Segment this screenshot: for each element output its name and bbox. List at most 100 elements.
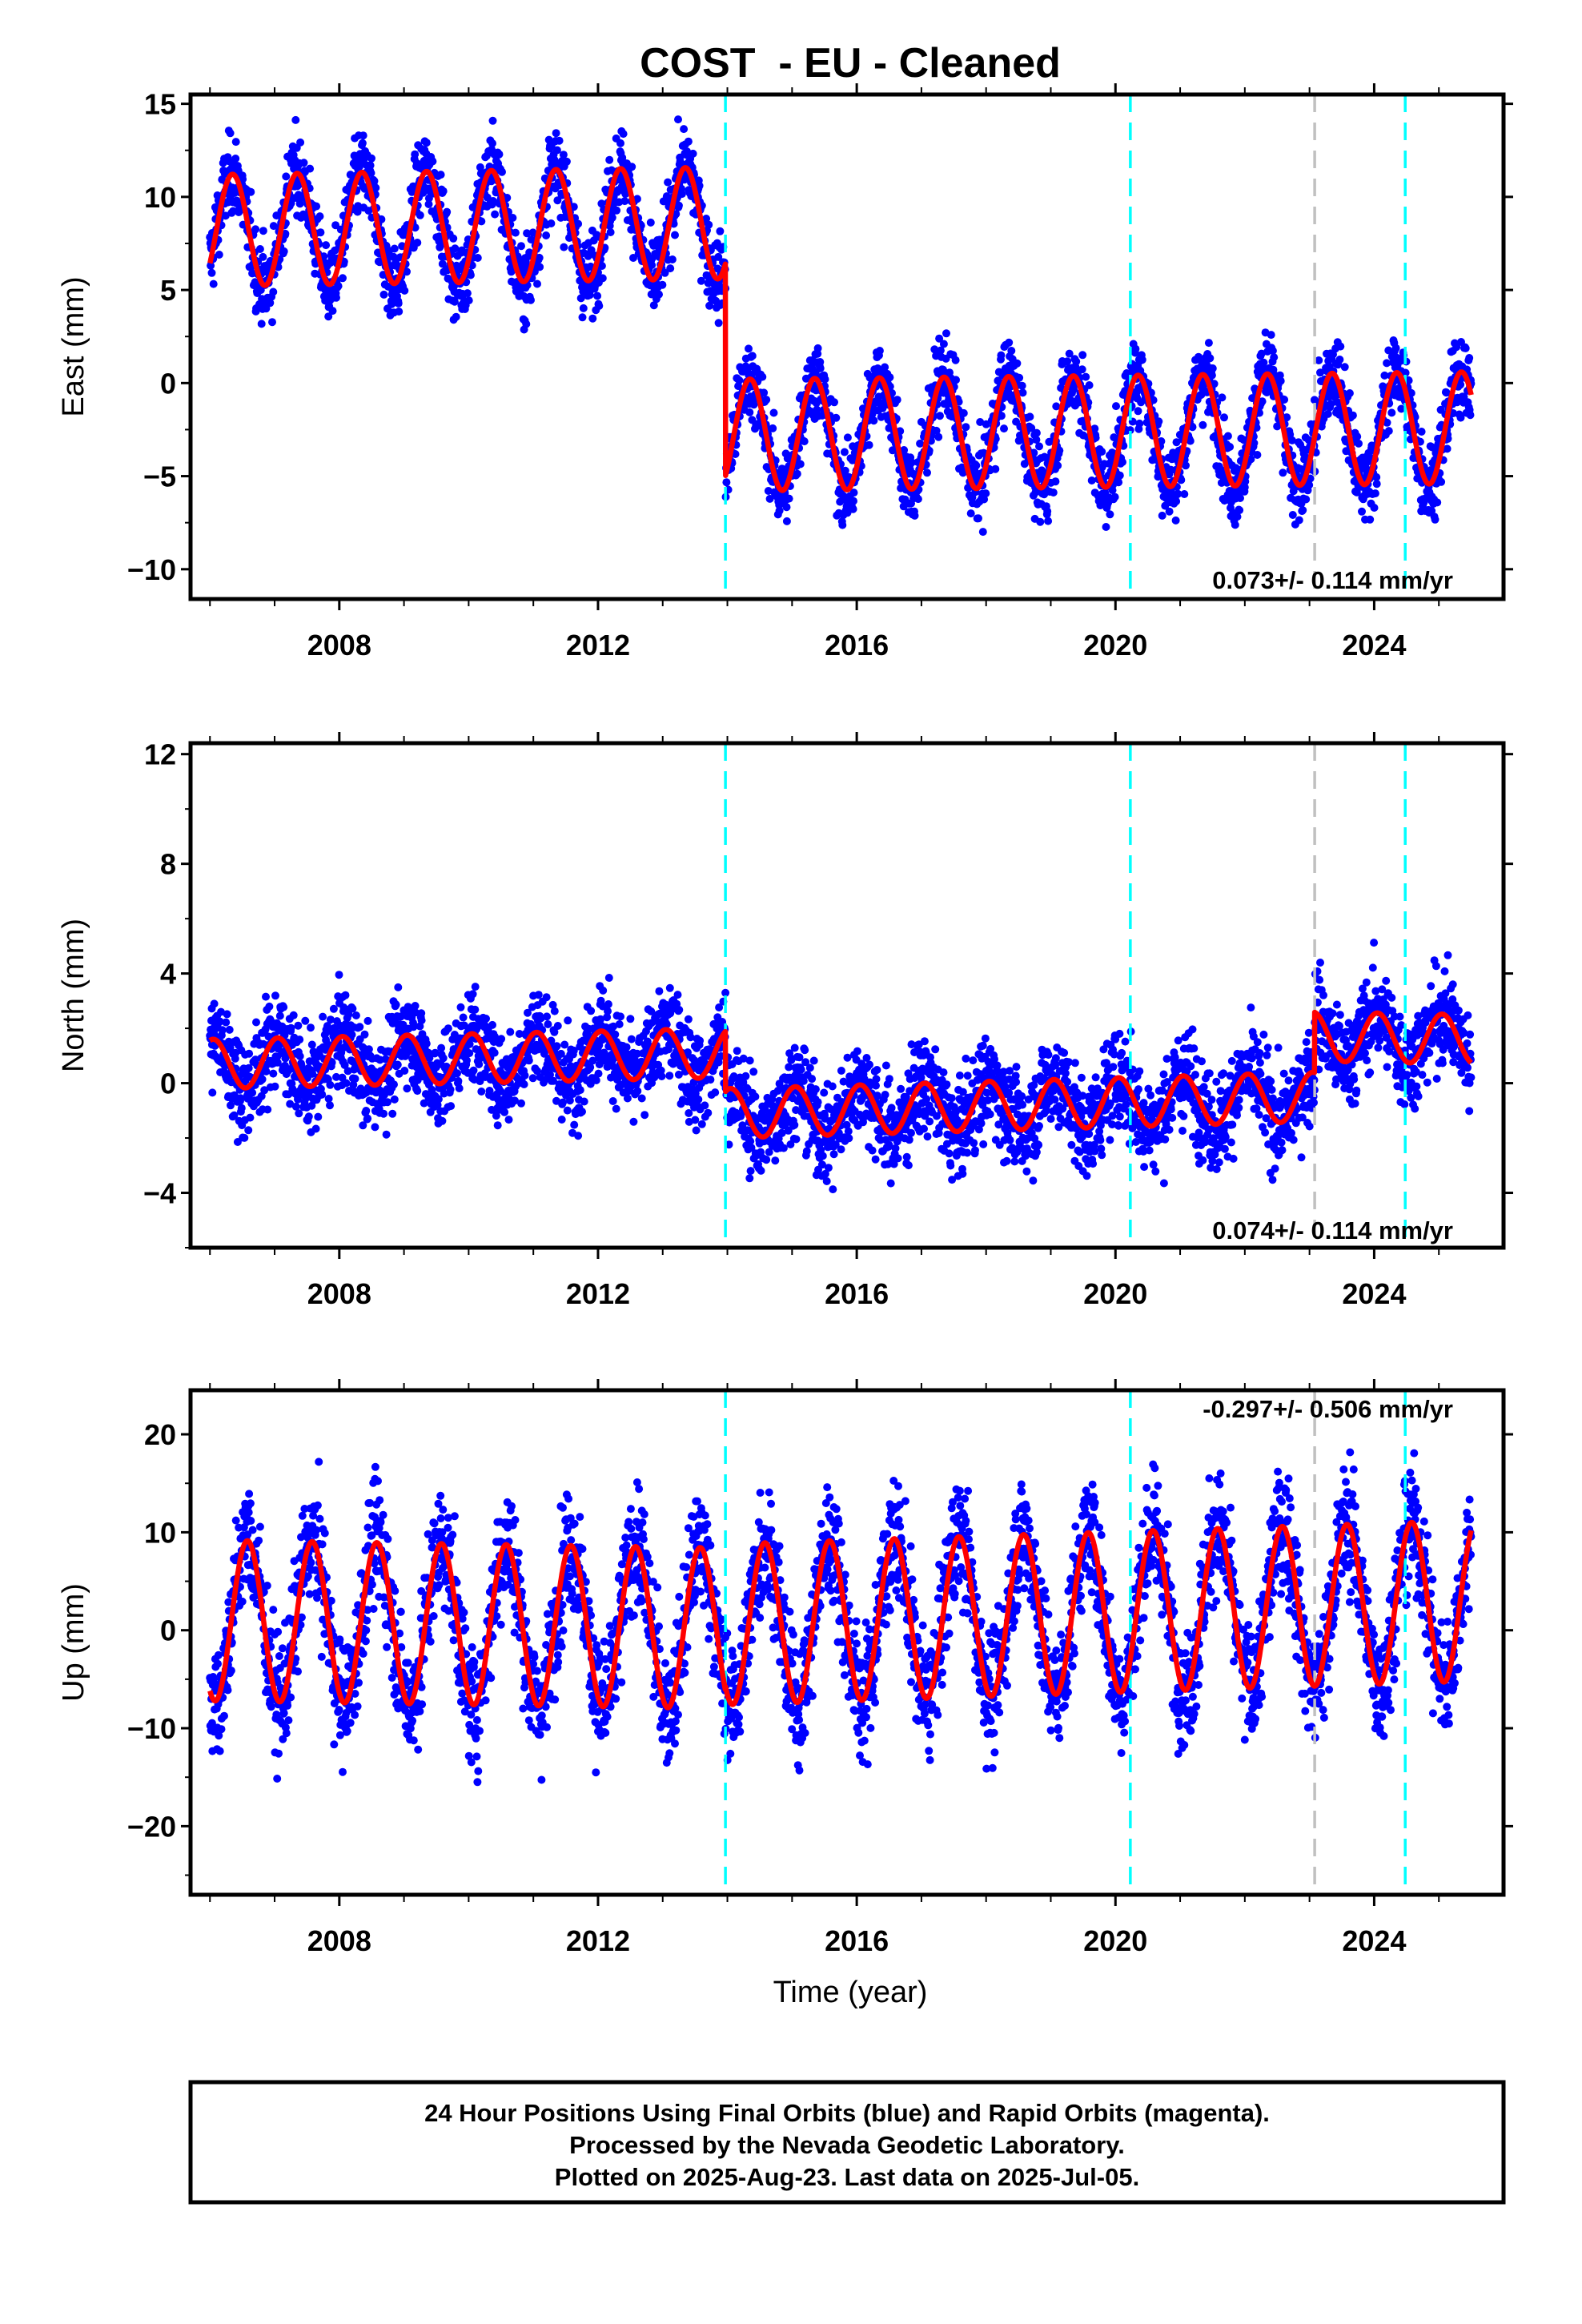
observation-point (279, 247, 288, 255)
observation-point (1043, 507, 1052, 516)
observation-point (477, 1088, 486, 1096)
observation-point (403, 1084, 412, 1093)
observation-point (520, 1080, 528, 1088)
observation-point (454, 1076, 463, 1085)
observation-point (1138, 356, 1146, 364)
observation-point (465, 1049, 474, 1058)
observation-point (962, 423, 970, 432)
observation-point (620, 197, 629, 206)
observation-point (543, 1012, 551, 1021)
observation-point (451, 244, 460, 253)
observation-point (395, 308, 404, 316)
observation-point (536, 263, 544, 271)
observation-point (394, 983, 403, 991)
observation-point (1087, 476, 1096, 485)
observation-point (564, 1016, 572, 1025)
observation-point (221, 211, 230, 220)
observation-point (488, 1020, 496, 1029)
observation-point (534, 991, 543, 999)
observation-point (959, 408, 968, 417)
observation-point (745, 344, 753, 353)
observation-point (604, 1000, 612, 1008)
observation-point (680, 125, 689, 134)
observation-point (1236, 494, 1244, 502)
observation-point (1063, 357, 1072, 366)
observation-point (1118, 458, 1126, 466)
observation-point (251, 225, 260, 234)
y-tick-label-east: 0 (160, 367, 176, 400)
observation-point (758, 372, 767, 381)
observation-point (576, 1086, 584, 1095)
y-tick-label-east: −10 (127, 553, 176, 586)
observation-point (612, 1104, 620, 1113)
observation-point (387, 300, 396, 308)
observation-point (316, 228, 325, 237)
observation-point (517, 1099, 525, 1108)
observation-point (1345, 389, 1354, 397)
observation-point (1437, 477, 1446, 486)
x-tick-label-east: 2024 (1342, 629, 1406, 661)
observation-point (450, 297, 459, 306)
observation-point (473, 254, 482, 262)
observation-point (1231, 521, 1239, 529)
observation-point (209, 279, 218, 288)
observation-point (658, 280, 667, 289)
observation-point (1199, 420, 1207, 429)
observation-point (463, 1056, 471, 1065)
observation-point (464, 296, 473, 305)
observation-point (312, 202, 321, 211)
observation-point (655, 987, 664, 995)
observation-point (225, 1025, 234, 1034)
observation-point (1171, 516, 1180, 525)
observation-point (951, 356, 960, 364)
observation-point (370, 177, 379, 185)
observation-point (579, 304, 588, 312)
observation-point (497, 1035, 506, 1043)
observation-point (578, 1108, 586, 1116)
observation-point (282, 172, 291, 181)
observation-point (1372, 480, 1381, 489)
observation-point (500, 1108, 509, 1116)
observation-point (1348, 411, 1357, 420)
observation-point (1466, 411, 1475, 420)
observation-point (527, 296, 535, 304)
observation-point (865, 440, 873, 449)
observation-point (262, 304, 271, 313)
observation-point (275, 1011, 284, 1020)
observation-point (207, 261, 215, 270)
observation-point (674, 201, 683, 210)
observation-point (411, 150, 420, 159)
observation-point (605, 155, 614, 164)
observation-point (341, 991, 350, 999)
observation-point (673, 991, 682, 999)
observation-point (307, 1023, 315, 1032)
observation-point (974, 514, 982, 523)
observation-point (782, 517, 791, 525)
observation-point (1114, 478, 1123, 487)
observation-point (608, 1097, 617, 1105)
observation-point (1115, 471, 1124, 480)
x-tick-label-east: 2008 (307, 629, 371, 661)
observation-point (1259, 358, 1268, 367)
observation-point (258, 1075, 267, 1084)
observation-point (705, 220, 713, 229)
observation-point (452, 312, 460, 321)
observation-point (626, 1015, 635, 1023)
observation-point (416, 211, 424, 219)
observation-point (714, 319, 723, 328)
observation-point (616, 1012, 624, 1021)
observation-point (604, 1007, 612, 1015)
observation-point (875, 347, 884, 355)
observation-point (482, 1015, 490, 1023)
observation-point (838, 521, 847, 529)
observation-point (1366, 515, 1375, 524)
observation-point (1223, 432, 1232, 440)
observation-point (1295, 516, 1303, 525)
observation-point (689, 149, 697, 158)
observation-point (1371, 489, 1379, 498)
observation-point (885, 373, 894, 382)
observation-point (972, 461, 981, 470)
observation-point (1013, 359, 1022, 368)
observation-point (547, 219, 556, 227)
